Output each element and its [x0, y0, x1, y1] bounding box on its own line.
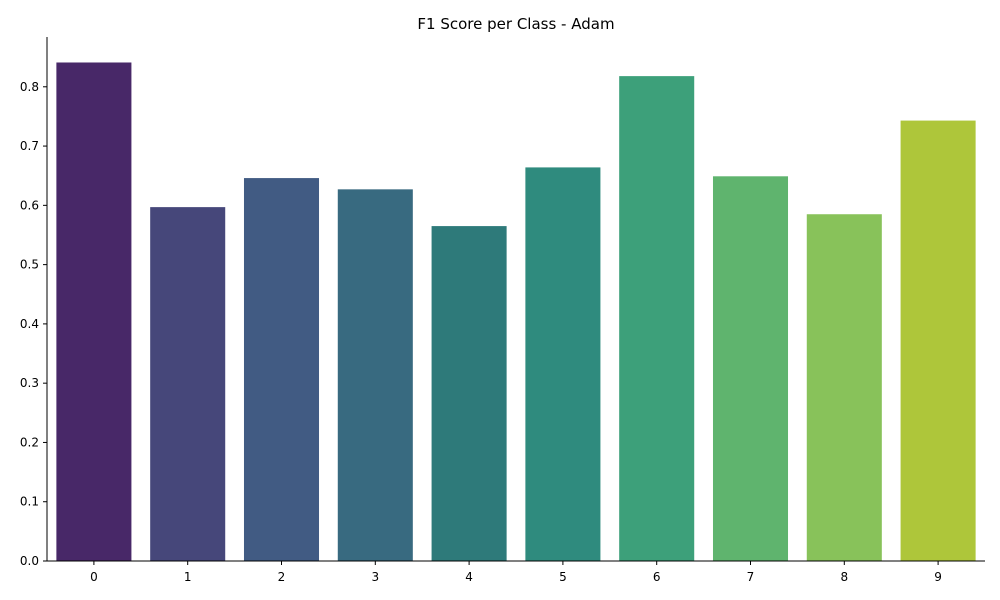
y-tick-label: 0.4	[20, 317, 39, 331]
bar-class-7	[712, 176, 789, 561]
x-tick-label: 6	[653, 570, 661, 584]
bar-class-2	[243, 178, 320, 562]
y-tick-label: 0.1	[20, 495, 39, 509]
y-tick-label: 0.7	[20, 139, 39, 153]
y-tick-label: 0.6	[20, 198, 39, 212]
bar-class-4	[431, 226, 507, 561]
x-axis-ticks: 0 1 2 3 4 5 6 7 8 9	[90, 561, 942, 584]
bar-class-3	[337, 189, 413, 562]
y-tick-label: 0.8	[20, 80, 39, 94]
y-tick-label: 0.5	[20, 258, 39, 272]
chart-title: F1 Score per Class - Adam	[417, 15, 614, 33]
x-tick-label: 4	[465, 570, 473, 584]
x-tick-label: 7	[747, 570, 755, 584]
y-tick-label: 0.0	[20, 554, 39, 568]
bar-class-1	[150, 207, 226, 561]
x-tick-label: 1	[184, 570, 192, 584]
bar-class-5	[525, 167, 601, 562]
x-tick-label: 0	[90, 570, 98, 584]
x-tick-label: 8	[840, 570, 848, 584]
bar-class-8	[806, 214, 882, 561]
x-tick-label: 2	[278, 570, 286, 584]
x-tick-label: 9	[934, 570, 942, 584]
bars-group	[56, 62, 976, 562]
bar-class-6	[619, 76, 695, 562]
bar-class-9	[900, 120, 976, 561]
bar-class-0	[56, 62, 132, 562]
x-tick-label: 3	[371, 570, 379, 584]
y-tick-label: 0.2	[20, 435, 39, 449]
y-tick-label: 0.3	[20, 376, 39, 390]
x-tick-label: 5	[559, 570, 567, 584]
y-axis-ticks: 0.0 0.1 0.2 0.3 0.4 0.5 0.6 0.7 0.8	[20, 80, 47, 568]
